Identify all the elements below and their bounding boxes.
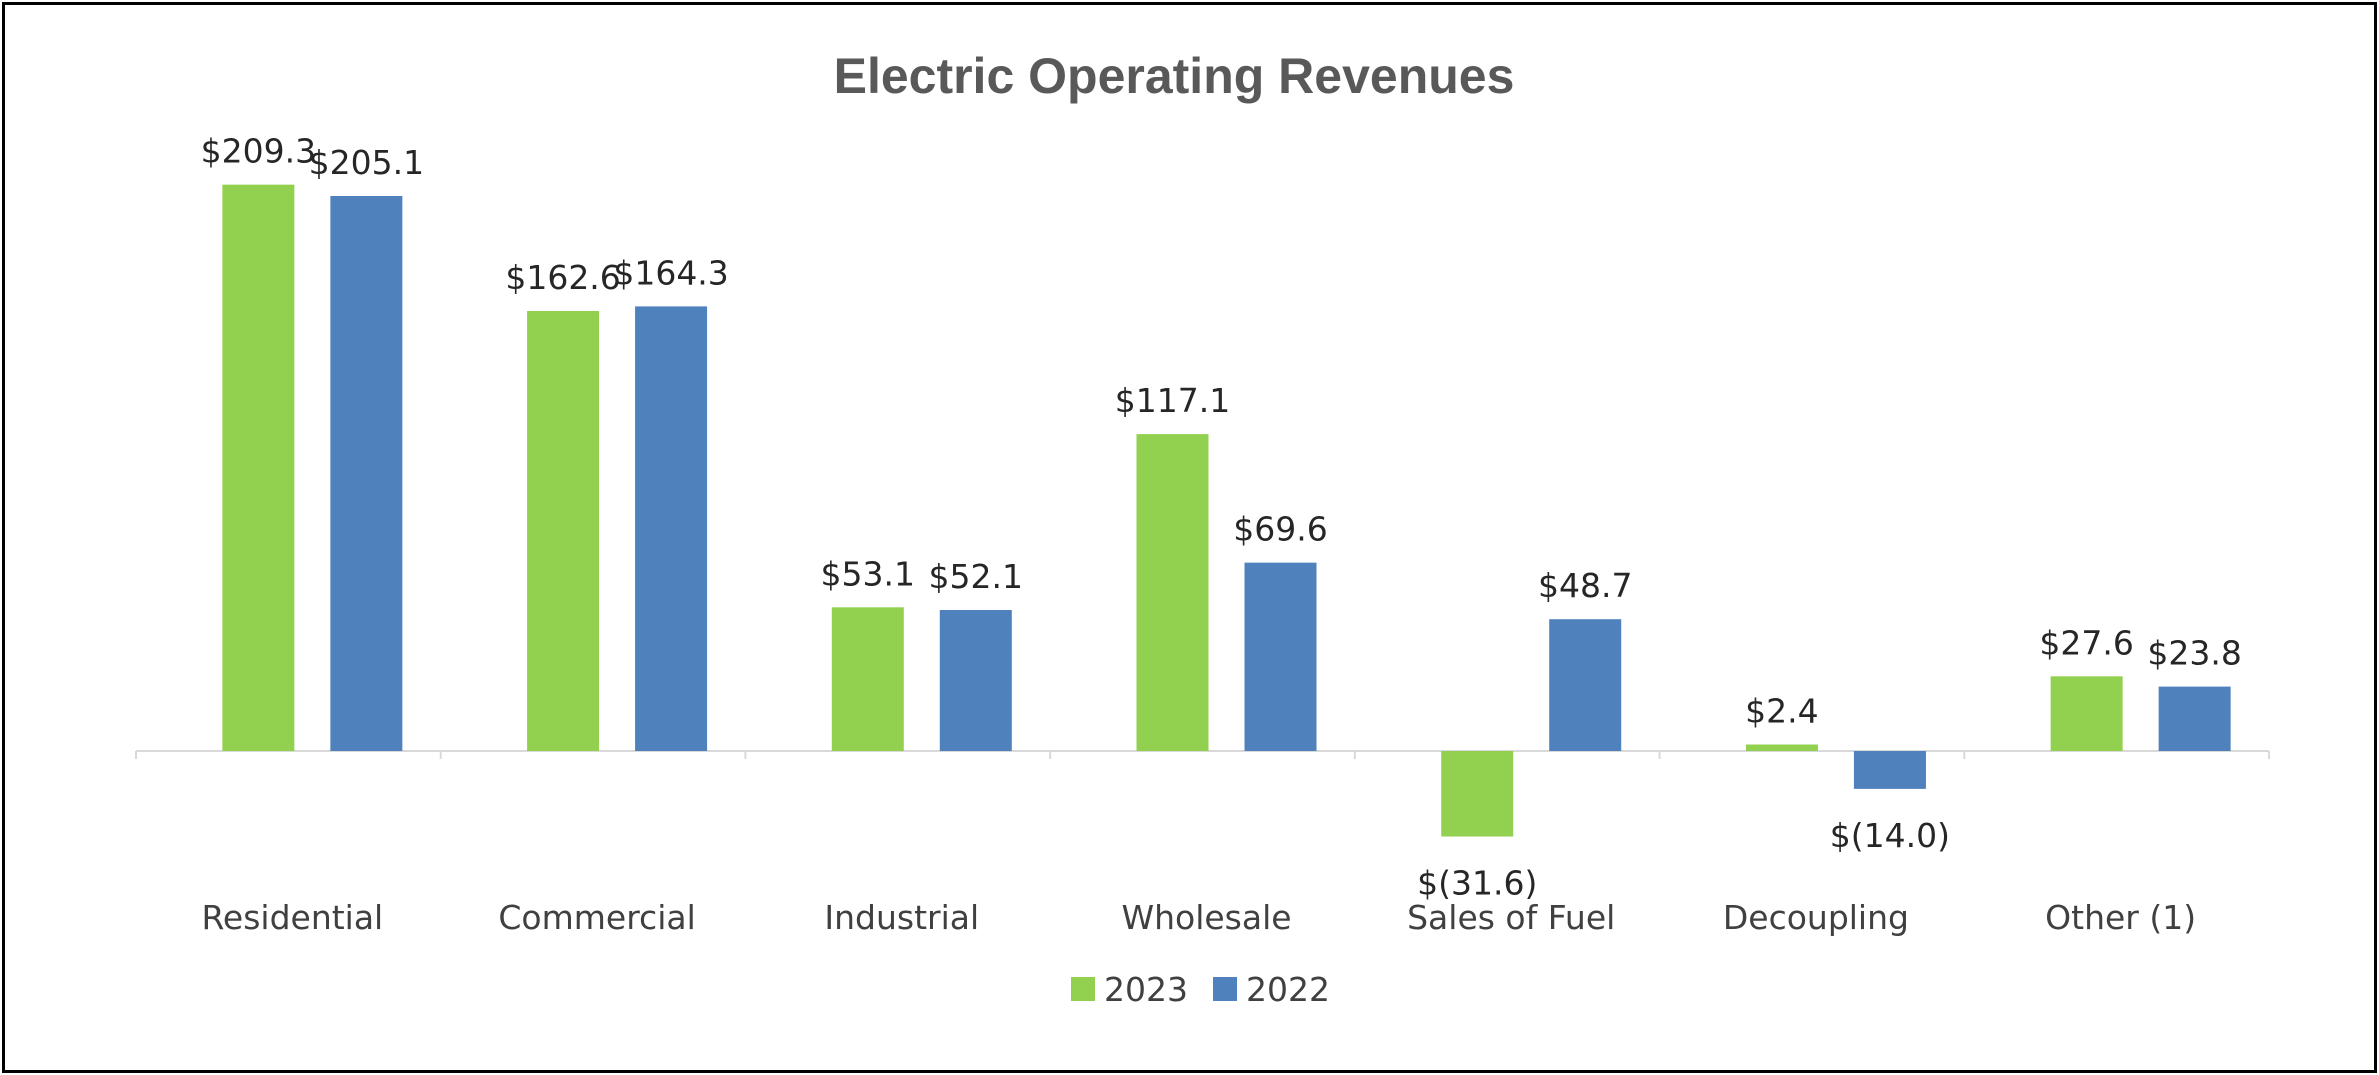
legend: 2023 2022 [1071,970,1330,1009]
data-label: $27.6 [2039,623,2133,662]
data-label: $53.1 [821,554,915,593]
legend-label-2022: 2022 [1246,970,1330,1009]
plot-area: $209.3$205.1 Residential $162.6$164.3 Comme… [135,132,2270,937]
data-label: $164.3 [613,253,728,292]
bar-2023-industrial [831,607,904,751]
legend-swatch-2023 [1071,977,1095,1001]
category-label: Wholesale [1121,898,1291,937]
bar-2023-residential [222,184,295,751]
bar-2022-sales-of-fuel [1549,619,1622,751]
category-label: Residential [201,898,383,937]
bar-2022-residential [330,195,403,752]
category-label: Commercial [498,898,695,937]
category-label: Other (1) [2045,898,2196,937]
category-label: Sales of Fuel [1407,898,1615,937]
data-label: $117.1 [1115,381,1230,420]
data-label: $69.6 [1233,510,1327,549]
category-label: Decoupling [1723,898,1909,937]
data-label: $23.8 [2147,634,2241,673]
bar-2023-commercial [527,311,600,751]
data-label: $2.4 [1745,692,1818,731]
data-label: $162.6 [505,258,620,297]
bar-2023-wholesale [1136,434,1209,751]
data-label: $205.1 [309,143,424,182]
bar-chart: Electric Operating Revenues $209.3$205.1… [135,48,2270,1009]
data-label: $(31.6) [1417,864,1537,903]
bar-2022-industrial [939,610,1012,751]
bar-2022-other-1 [2158,686,2231,751]
bar-2023-decoupling [1745,744,1818,751]
legend-label-2023: 2023 [1104,970,1188,1009]
data-label: $48.7 [1538,566,1632,605]
data-label: $(14.0) [1830,816,1950,855]
chart-title: Electric Operating Revenues [834,48,1515,104]
bar-2022-decoupling [1853,751,1926,789]
legend-swatch-2022 [1213,977,1237,1001]
bar-2023-sales-of-fuel [1441,751,1514,837]
category-label: Industrial [824,898,979,937]
data-label: $209.3 [201,132,316,171]
bar-2022-wholesale [1244,562,1317,751]
data-label: $52.1 [929,557,1023,596]
bar-2022-commercial [635,306,708,751]
bar-2023-other-1 [2050,676,2123,751]
